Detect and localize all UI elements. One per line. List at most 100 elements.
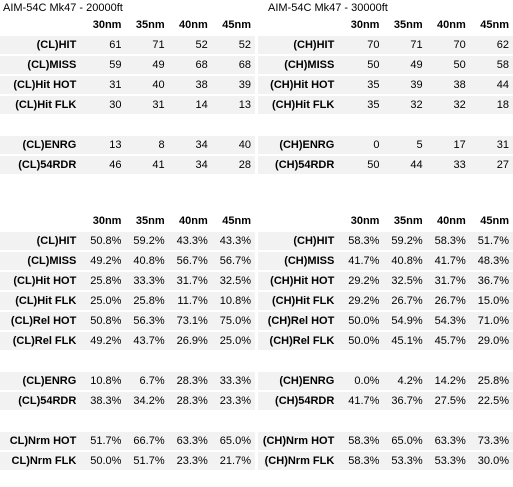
range-header: 40nm xyxy=(437,19,466,31)
cell-value: 70 xyxy=(340,36,384,54)
cell-value: 49 xyxy=(383,56,427,74)
cell-value: 68 xyxy=(211,56,255,74)
cell-value: 23.3% xyxy=(168,452,212,470)
cell-value: 29.2% xyxy=(340,292,384,310)
cell-value: 65.0% xyxy=(383,432,427,450)
row-label: (CL)ENRG xyxy=(0,136,83,154)
range-header: 45nm xyxy=(222,19,251,31)
range-header: 30nm xyxy=(92,19,122,31)
cell-value: 73.3% xyxy=(469,432,513,450)
table-row: (CH)Hit HOT 29.2% 32.5% 31.7% 36.7% xyxy=(258,272,513,290)
cell-value: 31.7% xyxy=(168,272,212,290)
cell-value: 23.3% xyxy=(211,392,255,410)
cell-value: 25.0% xyxy=(82,292,126,310)
table-row: (CH)Nrm HOT 58.3% 65.0% 63.3% 73.3% xyxy=(258,432,513,450)
cell-value: 68 xyxy=(168,56,212,74)
row-label: (CH)MISS xyxy=(258,252,341,270)
spacer-row xyxy=(0,352,255,370)
cell-value: 21.7% xyxy=(211,452,255,470)
row-label: (CL)Rel HOT xyxy=(0,312,83,330)
row-label: (CH)HIT xyxy=(258,36,341,54)
range-header-row: 30nm 35nm 40nm 45nm xyxy=(0,212,255,230)
percent-table-20000ft: 30nm 35nm 40nm 45nm (CL)HIT 50.8% 59.2% 43.3% 43… xyxy=(0,210,255,472)
counts-table-20000ft: 30nm 35nm 40nm 45nm (CL)HIT 61 71 52 52 (CL)MISS 5… xyxy=(0,14,255,176)
table-row: (CL)Rel HOT 50.8% 56.3% 73.1% 75.0% xyxy=(0,312,255,330)
cell-value: 31 xyxy=(125,96,169,114)
left-sheet-title: AIM-54C Mk47 - 20000ft xyxy=(3,2,123,14)
row-label: (CH)Nrm HOT xyxy=(258,432,341,450)
cell-value: 41.7% xyxy=(340,252,384,270)
cell-value: 31.7% xyxy=(426,272,470,290)
row-label: (CL)Hit FLK xyxy=(0,96,83,114)
cell-value: 58.3% xyxy=(426,232,470,250)
cell-value: 65.0% xyxy=(211,432,255,450)
row-label: (CH)Rel FLK xyxy=(258,332,341,350)
table-row: (CL)HIT 50.8% 59.2% 43.3% 43.3% xyxy=(0,232,255,250)
range-header: 30nm xyxy=(350,19,380,31)
cell-value: 58.3% xyxy=(340,232,384,250)
table-row: CL)Nrm HOT 51.7% 66.7% 63.3% 65.0% xyxy=(0,432,255,450)
table-row: (CL)54RDR 38.3% 34.2% 28.3% 23.3% xyxy=(0,392,255,410)
table-row: (CL)HIT 61 71 52 52 xyxy=(0,36,255,54)
spacer-row xyxy=(0,116,255,134)
cell-value: 58.3% xyxy=(340,432,384,450)
cell-value: 26.9% xyxy=(168,332,212,350)
cell-value: 71 xyxy=(383,36,427,54)
cell-value: 63.3% xyxy=(168,432,212,450)
range-header: 45nm xyxy=(480,215,509,227)
range-header: 45nm xyxy=(480,19,509,31)
table-row: (CL)54RDR 46 41 34 28 xyxy=(0,156,255,174)
table-row: (CL)Hit FLK 30 31 14 13 xyxy=(0,96,255,114)
cell-value: 66.7% xyxy=(125,432,169,450)
cell-value: 28 xyxy=(211,156,255,174)
cell-value: 50 xyxy=(340,156,384,174)
cell-value: 13 xyxy=(82,136,126,154)
cell-value: 28.3% xyxy=(168,392,212,410)
row-label: (CH)MISS xyxy=(258,56,341,74)
header-corner xyxy=(258,16,340,34)
cell-value: 25.0% xyxy=(211,332,255,350)
table-row: (CL)Hit HOT 31 40 38 39 xyxy=(0,76,255,94)
table-row: (CL)ENRG 13 8 34 40 xyxy=(0,136,255,154)
cell-value: 32 xyxy=(383,96,427,114)
cell-value: 50.8% xyxy=(82,232,126,250)
cell-value: 41.7% xyxy=(340,392,384,410)
spacer-row xyxy=(258,412,513,430)
cell-value: 50 xyxy=(340,56,384,74)
cell-value: 52 xyxy=(211,36,255,54)
cell-value: 41 xyxy=(125,156,169,174)
row-label: (CL)MISS xyxy=(0,56,83,74)
row-label: (CH)ENRG xyxy=(258,136,341,154)
table-row: (CH)HIT 70 71 70 62 xyxy=(258,36,513,54)
row-label: (CH)Rel HOT xyxy=(258,312,341,330)
cell-value: 53.3% xyxy=(426,452,470,470)
cell-value: 45.1% xyxy=(383,332,427,350)
header-corner xyxy=(0,212,82,230)
cell-value: 11.7% xyxy=(168,292,212,310)
cell-value: 18 xyxy=(469,96,513,114)
header-corner xyxy=(0,16,82,34)
table-row: (CH)Hit FLK 29.2% 26.7% 26.7% 15.0% xyxy=(258,292,513,310)
cell-value: 36.7% xyxy=(383,392,427,410)
cell-value: 38 xyxy=(168,76,212,94)
cell-value: 54.3% xyxy=(426,312,470,330)
right-sheet-title: AIM-54C Mk47 - 30000ft xyxy=(268,2,388,14)
cell-value: 32.5% xyxy=(383,272,427,290)
cell-value: 33.3% xyxy=(211,372,255,390)
cell-value: 29.0% xyxy=(469,332,513,350)
cell-value: 62 xyxy=(469,36,513,54)
cell-value: 34 xyxy=(168,156,212,174)
cell-value: 52 xyxy=(168,36,212,54)
cell-value: 51.7% xyxy=(469,232,513,250)
cell-value: 26.7% xyxy=(426,292,470,310)
range-header: 35nm xyxy=(393,215,423,227)
row-label: (CH)Hit FLK xyxy=(258,96,341,114)
row-label: (CL)Rel FLK xyxy=(0,332,83,350)
row-label: (CH)ENRG xyxy=(258,372,341,390)
table-row: (CH)Rel HOT 50.0% 54.9% 54.3% 71.0% xyxy=(258,312,513,330)
row-label: (CL)HIT xyxy=(0,36,83,54)
counts-table-30000ft: 30nm 35nm 40nm 45nm (CH)HIT 70 71 70 62 (CH)MISS 5… xyxy=(258,14,513,176)
range-header-row: 30nm 35nm 40nm 45nm xyxy=(258,212,513,230)
spacer-row xyxy=(0,412,255,430)
cell-value: 35 xyxy=(340,76,384,94)
